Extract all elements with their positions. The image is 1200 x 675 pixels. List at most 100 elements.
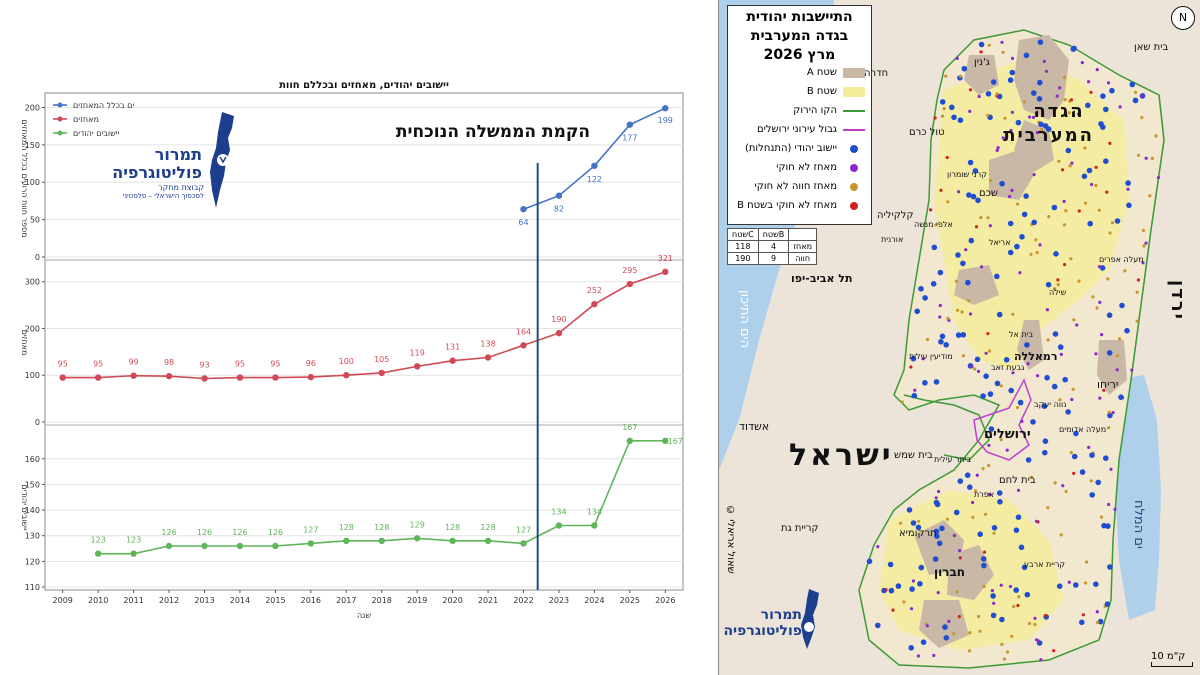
map-dot: [990, 79, 997, 85]
data-label: 167: [622, 423, 637, 432]
map-dot: [1095, 479, 1101, 486]
legend-label: גבול עירוני ירושלים: [756, 124, 837, 135]
map-dot: [1036, 374, 1040, 378]
map-dot: [1011, 312, 1015, 316]
label-maale-adumim: מעלה אדומים: [1059, 425, 1107, 434]
map-dot: [1085, 560, 1089, 564]
map-dot: [1102, 388, 1106, 392]
map-dot: [999, 616, 1005, 623]
x-tick-label: 2025: [620, 596, 640, 605]
map-dot: [1068, 164, 1072, 168]
map-dot: [1000, 40, 1004, 44]
map-dot: [1037, 79, 1043, 86]
map-dot: [1129, 81, 1136, 88]
label-neve-yaakov: נווה יעקב: [1034, 400, 1067, 409]
map-dot: [977, 94, 981, 99]
map-dot: [1058, 86, 1062, 90]
map-dot: [982, 550, 987, 554]
map-dot: [971, 500, 975, 505]
data-label: 82: [554, 205, 564, 214]
data-label: 95: [93, 360, 103, 369]
map-dot: [1083, 146, 1087, 150]
map-dot: [1008, 387, 1014, 394]
map-dot: [1105, 190, 1109, 194]
map-dot: [1035, 250, 1039, 255]
map-dot: [988, 426, 995, 432]
map-dot: [1024, 342, 1030, 348]
map-dot: [884, 588, 888, 592]
map-dot: [1103, 455, 1109, 462]
map-dot: [1104, 601, 1111, 607]
data-point: [555, 522, 563, 529]
map-dot: [973, 489, 978, 493]
label-oranit: אורנית: [881, 235, 904, 244]
map-dot: [968, 109, 972, 113]
map-dot: [1047, 215, 1051, 219]
map-dot: [909, 607, 914, 611]
data-point: [520, 540, 527, 547]
map-dot: [1021, 564, 1028, 571]
legend-entry: הקו הירוק: [728, 101, 871, 120]
map-dot: [988, 492, 992, 497]
map-logo: תמרור פוליטוגרפיה: [723, 585, 822, 650]
data-label: 190: [551, 315, 566, 324]
table-row: 190 9 חווה: [727, 252, 818, 265]
label-beit-shemesh: בית שמש: [894, 450, 933, 461]
plot-frame: [44, 92, 684, 591]
map-dot: [996, 490, 1003, 496]
map-dot: [983, 512, 988, 516]
data-point: [343, 372, 350, 379]
map-dot: [957, 117, 964, 123]
map-dot: [1072, 471, 1076, 475]
table-header: שטחB: [757, 228, 790, 241]
map-dot: [1080, 61, 1084, 65]
map-dot: [918, 564, 925, 571]
map-dot: [1106, 81, 1111, 85]
data-point: [413, 363, 421, 370]
map-dot: [1001, 136, 1005, 140]
map-dot: [997, 499, 1003, 505]
legend-marker: [57, 102, 63, 108]
map-dot: [1150, 156, 1154, 160]
map-dot: [1015, 202, 1020, 206]
map-dot: [1111, 411, 1115, 415]
map-dot: [1012, 604, 1016, 609]
map-dot: [1033, 622, 1037, 627]
map-dot: [1058, 398, 1062, 402]
map-dot: [1118, 337, 1122, 341]
map-dot: [1016, 603, 1020, 608]
legend-entry: מאחז לא חוקי: [728, 158, 871, 177]
map-dot: [1103, 158, 1109, 164]
map-dot: [995, 92, 999, 96]
annotation-label: הקמת הממשלה הנוכחית: [396, 122, 590, 142]
chart-logo: תמרור פוליטוגרפיה קבוצת מחקר לסכסוך הישר…: [112, 110, 250, 215]
map-dot: [1108, 141, 1112, 145]
map-dot: [1007, 77, 1014, 83]
map-dot: [967, 159, 974, 166]
map-dot: [1053, 287, 1057, 291]
legend-swatch: [843, 86, 865, 97]
y-axis-label: יישובים יהודים: [20, 484, 29, 531]
map-dot: [1154, 134, 1158, 138]
map-dot: [1019, 234, 1025, 240]
map-dot: [1113, 507, 1117, 511]
map-dot: [1003, 116, 1007, 120]
map-dot: [987, 464, 991, 468]
map-dot: [925, 624, 929, 628]
chart-panel: יישובים יהודים, מאחזים ובכללם חוות 0 50 100…: [15, 75, 685, 625]
map-dot: [1055, 94, 1059, 98]
data-label: 122: [587, 175, 602, 184]
map-credit: © שאול אריאלי: [725, 505, 736, 574]
map-title-line1: התיישבות יהודית: [746, 9, 853, 25]
map-dot: [990, 612, 997, 619]
label-west-bank: הגדה המערבית: [1003, 101, 1094, 146]
map-dot: [1156, 175, 1161, 180]
legend-label: מאחז לא חוקי בשטח B: [737, 200, 837, 211]
map-dot: [902, 600, 906, 604]
map-dot: [1044, 69, 1049, 73]
map-dot: [1125, 180, 1131, 186]
map-dot: [915, 524, 922, 531]
data-point: [165, 372, 173, 380]
map-dot: [972, 168, 979, 174]
map-dot: [947, 619, 951, 624]
